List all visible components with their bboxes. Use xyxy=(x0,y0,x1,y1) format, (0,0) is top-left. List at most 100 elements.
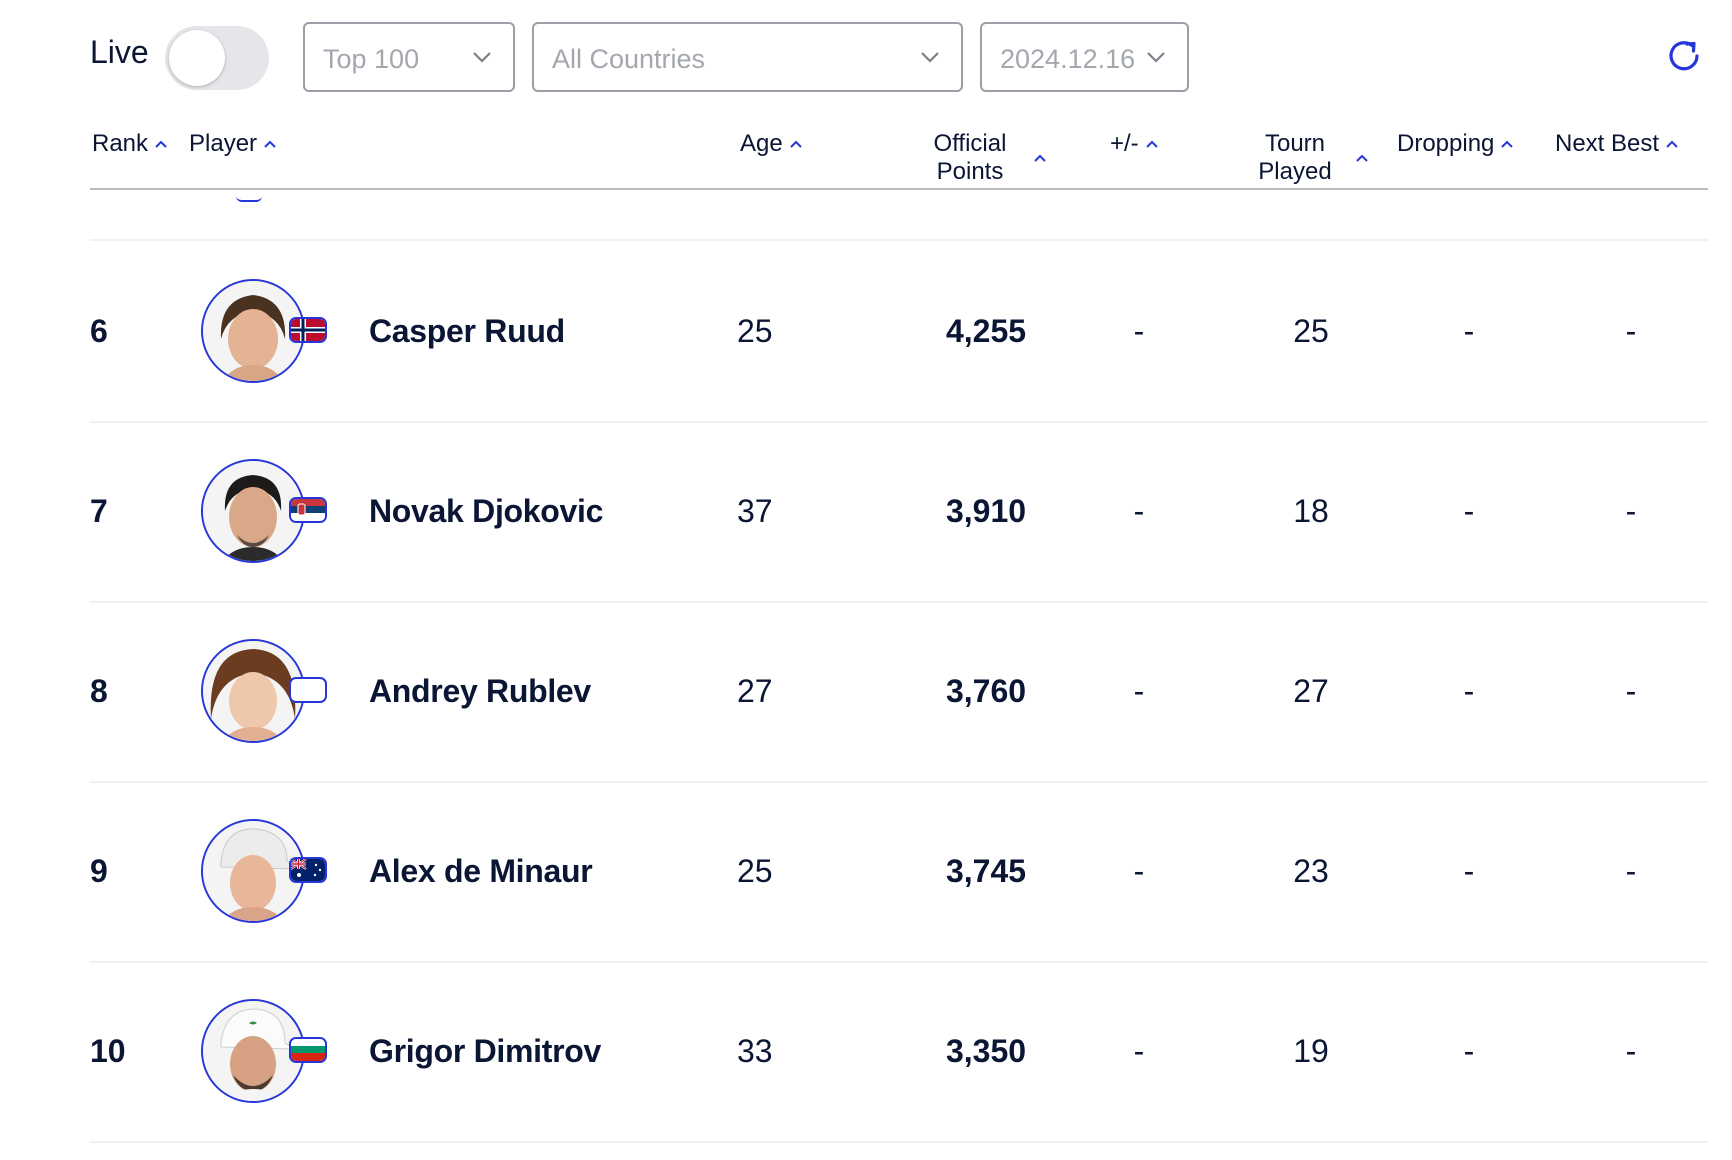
age-cell: 33 xyxy=(737,1033,773,1069)
bulgaria-flag-icon xyxy=(289,1037,327,1063)
live-toggle-knob xyxy=(169,30,225,86)
tourn-played-cell: 27 xyxy=(1293,673,1329,709)
column-tourn-line1: Tourn xyxy=(1264,130,1326,157)
table-row[interactable]: 9 Alex de Minaur 25 3,745 - 23 - - xyxy=(90,781,1708,963)
next-best-cell: - xyxy=(1625,853,1637,889)
rank-cell: 8 xyxy=(90,673,108,709)
live-toggle[interactable] xyxy=(165,26,269,90)
sort-arrow-icon xyxy=(1666,140,1678,148)
official-points-cell: 3,745 xyxy=(945,853,1027,889)
rank-cell: 10 xyxy=(90,1033,126,1069)
serbia-flag-icon xyxy=(289,497,327,523)
next-best-cell: - xyxy=(1625,1033,1637,1069)
column-dropping[interactable]: Dropping xyxy=(1397,130,1514,158)
column-tourn-line2: Played xyxy=(1258,158,1332,185)
age-cell: 27 xyxy=(737,673,773,709)
player-avatar xyxy=(201,999,305,1103)
date-select[interactable]: 2024.12.16 xyxy=(980,22,1189,92)
date-select-value: 2024.12.16 xyxy=(1000,44,1136,74)
plus-minus-cell: - xyxy=(1133,673,1145,709)
player-name[interactable]: Grigor Dimitrov xyxy=(369,1033,601,1069)
official-points-cell: 3,910 xyxy=(945,493,1027,529)
column-rank-label: Rank xyxy=(92,130,149,157)
sort-arrow-icon[interactable] xyxy=(1355,152,1369,166)
table-row[interactable]: 8 Andrey Rublev 27 3,760 - 27 - - xyxy=(90,601,1708,783)
dropping-cell: - xyxy=(1463,493,1475,529)
player-photo-icon xyxy=(203,461,303,561)
australia-flag-icon xyxy=(289,857,327,883)
sort-arrow-icon[interactable] xyxy=(1033,152,1047,166)
table-header: Rank Player Age Official Points +/- Tour… xyxy=(90,120,1708,190)
column-tourn-played[interactable]: Tourn Played xyxy=(1240,130,1350,186)
column-rank[interactable]: Rank xyxy=(92,130,168,158)
rank-cell: 7 xyxy=(90,493,108,529)
age-cell: 25 xyxy=(737,313,773,349)
column-age[interactable]: Age xyxy=(740,130,803,158)
next-best-cell: - xyxy=(1625,493,1637,529)
player-avatar xyxy=(201,819,305,923)
next-best-cell: - xyxy=(1625,313,1637,349)
age-cell: 37 xyxy=(737,493,773,529)
player-name[interactable]: Casper Ruud xyxy=(369,313,565,349)
next-best-cell: - xyxy=(1625,673,1637,709)
avatar-partial xyxy=(236,196,262,202)
column-next-best[interactable]: Next Best xyxy=(1555,130,1679,158)
rank-cell: 9 xyxy=(90,853,108,889)
player-photo-icon xyxy=(203,1001,303,1101)
official-points-cell: 3,350 xyxy=(945,1033,1027,1069)
player-photo-icon xyxy=(203,281,303,381)
country-select[interactable]: All Countries xyxy=(532,22,963,92)
table-row[interactable]: 10 Grigor Dimitrov 33 3,350 - 19 - - xyxy=(90,961,1708,1143)
refresh-icon[interactable] xyxy=(1664,36,1704,76)
column-next-best-label: Next Best xyxy=(1555,130,1660,157)
filter-bar: Live Top 100 All Countries 2024.12.16 xyxy=(0,0,1732,110)
table-row[interactable]: 6 Casper Ruud 25 4,255 - 25 - - xyxy=(90,241,1708,423)
chevron-down-icon xyxy=(1147,52,1165,63)
column-official-points[interactable]: Official Points xyxy=(910,130,1030,186)
plus-minus-cell: - xyxy=(1133,493,1145,529)
plus-minus-cell: - xyxy=(1133,1033,1145,1069)
sort-arrow-icon xyxy=(1501,140,1514,148)
age-cell: 25 xyxy=(737,853,773,889)
column-dropping-label: Dropping xyxy=(1397,130,1495,157)
norway-flag-icon xyxy=(289,317,327,343)
sort-arrow-icon xyxy=(155,140,167,148)
tourn-played-cell: 18 xyxy=(1293,493,1329,529)
tourn-played-cell: 19 xyxy=(1293,1033,1329,1069)
flag-icon xyxy=(289,677,327,703)
dropping-cell: - xyxy=(1463,1033,1475,1069)
chevron-down-icon xyxy=(473,52,491,63)
dropping-cell: - xyxy=(1463,673,1475,709)
row-divider xyxy=(90,239,1708,241)
range-select[interactable]: Top 100 xyxy=(303,22,515,92)
tourn-played-cell: 25 xyxy=(1293,313,1329,349)
player-photo-icon xyxy=(203,641,303,741)
table-row[interactable]: 7 Novak Djokovic 37 3,910 - 18 - - xyxy=(90,421,1708,603)
plus-minus-cell: - xyxy=(1133,853,1145,889)
player-name[interactable]: Alex de Minaur xyxy=(369,853,593,889)
official-points-cell: 3,760 xyxy=(945,673,1027,709)
player-name[interactable]: Novak Djokovic xyxy=(369,493,604,529)
player-photo-icon xyxy=(203,821,303,921)
column-plus-minus-label: +/- xyxy=(1110,130,1139,157)
sort-arrow-icon xyxy=(789,140,802,148)
dropping-cell: - xyxy=(1463,313,1475,349)
column-plus-minus[interactable]: +/- xyxy=(1110,130,1159,158)
column-age-label: Age xyxy=(740,130,783,157)
column-player[interactable]: Player xyxy=(189,130,277,158)
country-select-value: All Countries xyxy=(552,44,706,74)
sort-arrow-icon xyxy=(1145,140,1158,148)
sort-arrow-icon xyxy=(264,140,276,148)
column-official-line1: Official xyxy=(933,130,1007,157)
column-player-label: Player xyxy=(189,130,258,157)
range-select-value: Top 100 xyxy=(323,44,420,74)
chevron-down-icon xyxy=(921,52,939,63)
player-name[interactable]: Andrey Rublev xyxy=(369,673,591,709)
player-avatar xyxy=(201,459,305,563)
live-label: Live xyxy=(90,34,149,70)
rank-cell: 6 xyxy=(90,313,108,349)
player-avatar xyxy=(201,639,305,743)
column-official-line2: Points xyxy=(936,158,1004,185)
dropping-cell: - xyxy=(1463,853,1475,889)
tourn-played-cell: 23 xyxy=(1293,853,1329,889)
